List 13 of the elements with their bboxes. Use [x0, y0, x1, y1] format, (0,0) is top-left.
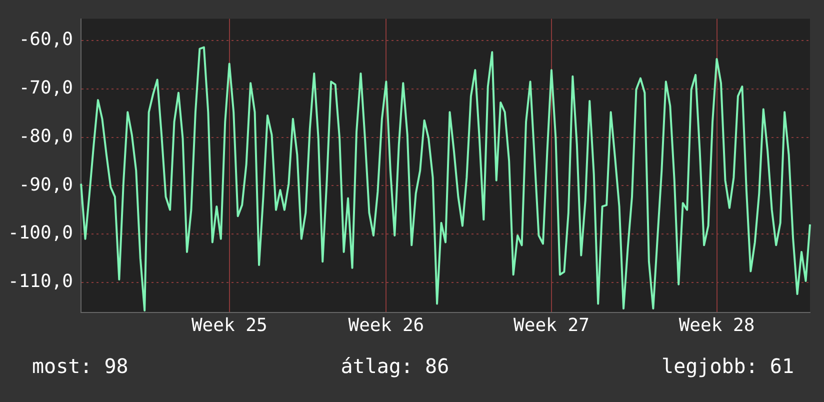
text: legjobb: 61 — [662, 354, 794, 378]
y-tick-label: -90,0 — [18, 174, 74, 196]
x-tick-label: Week 26 — [348, 314, 424, 336]
y-tick-label: -110,0 — [8, 271, 74, 292]
text: most: 98 — [32, 354, 128, 378]
x-tick-label: Week 27 — [514, 314, 590, 336]
y-tick-label: -60,0 — [18, 29, 74, 50]
x-tick-label: Week 28 — [678, 314, 755, 336]
y-tick-label: -70,0 — [18, 78, 74, 99]
x-tick-label: Week 25 — [191, 314, 268, 336]
y-tick-label: -80,0 — [18, 126, 74, 147]
text: átlag: 86 — [340, 354, 450, 378]
y-tick-label: -100,0 — [8, 222, 74, 244]
